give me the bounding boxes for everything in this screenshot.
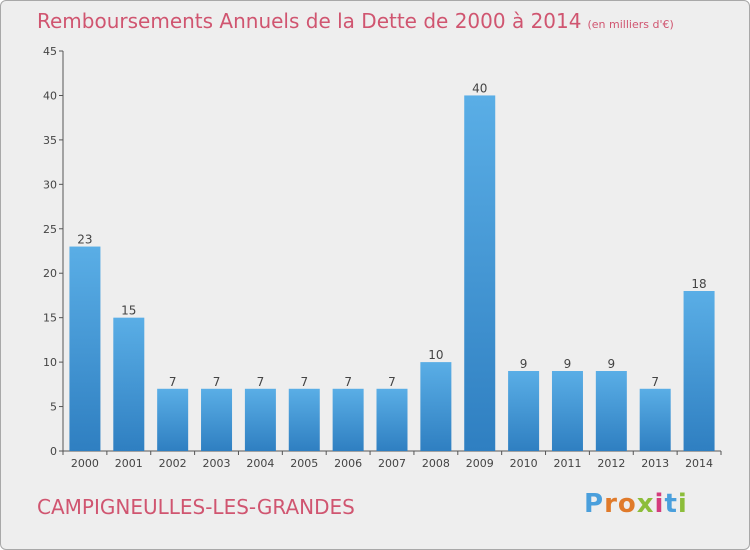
y-tick-label: 10	[43, 356, 57, 369]
logo-letter: o	[617, 489, 637, 519]
bar-2014	[683, 291, 715, 451]
data-label: 23	[77, 233, 92, 247]
logo-letter: x	[636, 489, 655, 519]
bar-2008	[420, 362, 452, 451]
data-label: 7	[300, 375, 308, 389]
bar-2006	[332, 388, 364, 451]
x-tick-label: 2000	[71, 457, 99, 470]
bar-2013	[639, 388, 671, 451]
data-labels: 23 15 7 7 7 7 7 7 10 40 9 9 9 7 18	[77, 81, 706, 388]
data-label: 7	[388, 375, 396, 389]
data-label: 7	[257, 375, 265, 389]
x-tick-label: 2006	[334, 457, 362, 470]
bar-2000	[69, 246, 101, 451]
data-label: 9	[564, 357, 572, 371]
data-label: 15	[121, 304, 136, 318]
axes: 0 5 10 15 20 25 30 35 40 45 2000 2001 2002 2003 2004 20…	[43, 45, 722, 470]
y-tick-label: 20	[43, 267, 57, 280]
x-tick-label: 2012	[597, 457, 625, 470]
x-tick-label: 2007	[378, 457, 406, 470]
logo-letter: i	[677, 489, 688, 519]
bar-2009	[464, 95, 496, 451]
y-tick-label: 0	[50, 445, 57, 458]
data-label: 9	[520, 357, 528, 371]
logo-letter: P	[584, 489, 605, 519]
y-tick-label: 45	[43, 45, 57, 58]
bar-2002	[157, 388, 189, 451]
x-tick-label: 2009	[466, 457, 494, 470]
bar-2007	[376, 388, 408, 451]
commune-name: CAMPIGNEULLES-LES-GRANDES	[37, 495, 355, 519]
x-tick-label: 2001	[115, 457, 143, 470]
data-label: 9	[608, 357, 616, 371]
bar-2011	[551, 371, 583, 451]
x-tick-label: 2004	[246, 457, 274, 470]
x-tick-label: 2008	[422, 457, 450, 470]
bar-2005	[288, 388, 320, 451]
bar-2003	[201, 388, 233, 451]
chart-unit: (en milliers d'€)	[587, 18, 674, 31]
x-tick-label: 2005	[290, 457, 318, 470]
chart-title-text: Remboursements Annuels de la Dette de 20…	[37, 9, 582, 33]
y-tick-label: 40	[43, 89, 57, 102]
data-label: 7	[213, 375, 221, 389]
logo-letter: t	[664, 489, 678, 519]
x-tick-label: 2003	[203, 457, 231, 470]
bar-2012	[595, 371, 627, 451]
x-tick-label: 2002	[159, 457, 187, 470]
data-label: 7	[651, 375, 659, 389]
x-tick-label: 2010	[510, 457, 538, 470]
chart-title: Remboursements Annuels de la Dette de 20…	[37, 9, 674, 33]
data-label: 10	[428, 348, 443, 362]
data-label: 7	[169, 375, 177, 389]
y-tick-label: 30	[43, 178, 57, 191]
y-tick-label: 5	[50, 401, 57, 414]
bar-2004	[244, 388, 276, 451]
x-tick-label: 2014	[685, 457, 713, 470]
logo-letter: r	[604, 489, 618, 519]
data-label: 40	[472, 81, 487, 95]
data-label: 18	[691, 277, 706, 291]
logo-letter: i	[654, 489, 665, 519]
bars	[69, 95, 715, 451]
bar-2001	[113, 317, 145, 451]
data-label: 7	[344, 375, 352, 389]
x-tick-label: 2013	[641, 457, 669, 470]
y-tick-label: 25	[43, 223, 57, 236]
y-tick-label: 15	[43, 312, 57, 325]
x-tick-label: 2011	[553, 457, 581, 470]
proxiti-logo: Proxiti	[584, 489, 688, 519]
bar-2010	[508, 371, 540, 451]
y-tick-label: 35	[43, 134, 57, 147]
